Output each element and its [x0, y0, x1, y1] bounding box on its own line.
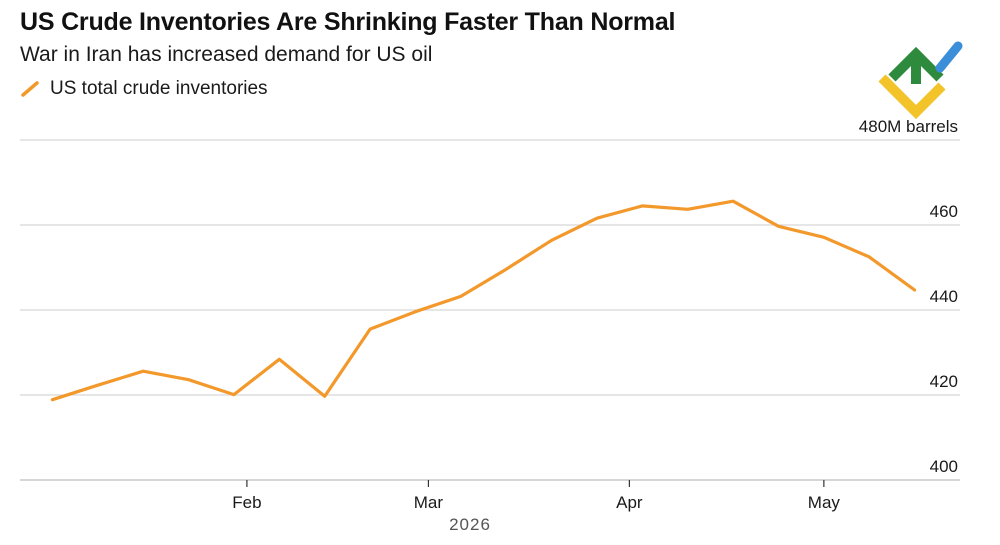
legend: US total crude inventories: [20, 78, 268, 100]
chart-title: US Crude Inventories Are Shrinking Faste…: [20, 8, 676, 36]
legend-label: US total crude inventories: [50, 78, 268, 99]
series-line-us-total-crude-inventories: [50, 199, 917, 402]
chart-subtitle: War in Iran has increased demand for US …: [20, 43, 433, 66]
x-axis-year-label: 2026: [449, 515, 491, 534]
x-tick-label: Feb: [232, 493, 261, 512]
x-tick-label: Apr: [616, 493, 643, 512]
x-tick-label: Mar: [414, 493, 444, 512]
y-tick-label: 460: [930, 202, 958, 221]
legend-line-swatch: [21, 81, 39, 97]
y-tick-label: 420: [930, 372, 958, 391]
y-tick-label: 400: [930, 457, 958, 476]
x-tick-label: May: [808, 493, 841, 512]
y-tick-label: 440: [930, 287, 958, 306]
brand-logo-icon: [878, 41, 963, 120]
y-tick-label: 480M barrels: [859, 117, 958, 136]
